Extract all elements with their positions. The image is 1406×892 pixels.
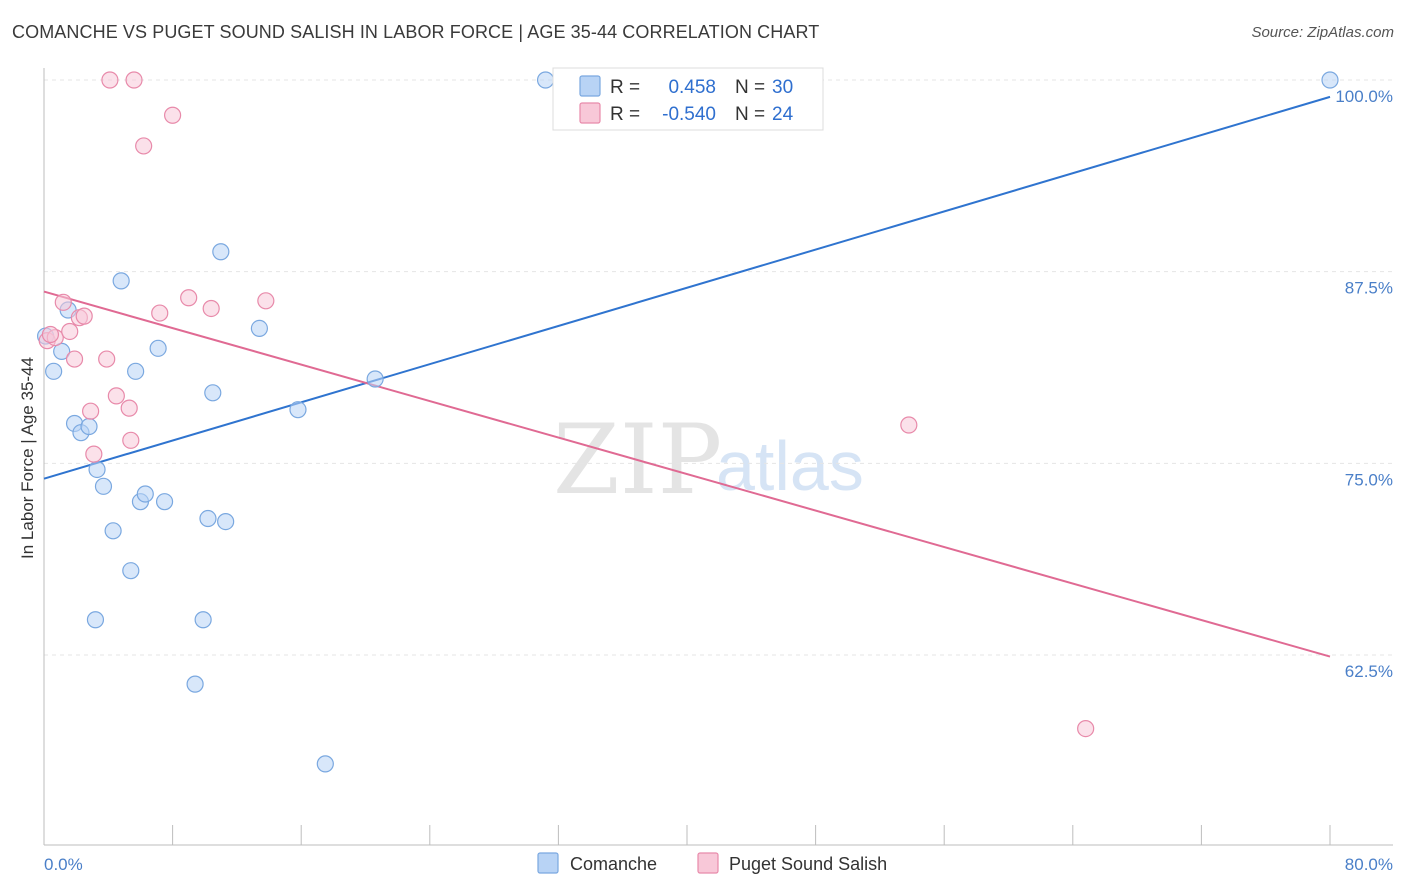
point-comanche-2	[53, 342, 71, 360]
legend-n-value-salish: 24	[772, 104, 794, 125]
point-salish-19	[202, 299, 220, 318]
watermark-atlas: atlas	[716, 427, 864, 505]
y-tick-labels: 100.0% 87.5% 75.0% 62.5%	[1335, 87, 1393, 681]
point-comanche-6	[80, 417, 98, 436]
bottom-legend-label-salish: Puget Sound Salish	[729, 854, 887, 874]
bottom-legend-swatch-salish	[697, 852, 719, 874]
point-comanche-1	[45, 362, 63, 380]
point-salish-8	[85, 445, 103, 463]
legend: R = 0.458 N = 30 R = -0.540 N = 24	[552, 67, 824, 131]
legend-r-label-salish: R =	[610, 104, 640, 125]
source-label: Source: ZipAtlas.com	[1251, 24, 1394, 41]
point-salish-2	[54, 293, 72, 311]
point-comanche-20	[199, 509, 217, 528]
grid-layer	[44, 79, 1393, 656]
point-comanche-10	[112, 272, 130, 290]
point-salish-16	[151, 304, 169, 322]
chart-title: COMANCHE VS PUGET SOUND SALISH IN LABOR …	[12, 22, 820, 42]
point-salish-13	[122, 431, 140, 449]
bottom-legend: Comanche Puget Sound Salish	[537, 852, 887, 874]
trend-layer	[43, 95, 1331, 658]
legend-swatch-comanche	[579, 75, 601, 97]
point-comanche-29	[1321, 71, 1339, 89]
point-comanche-18	[186, 675, 204, 693]
point-comanche-17	[86, 611, 105, 629]
point-comanche-21	[204, 384, 222, 402]
point-comanche-19	[194, 611, 212, 629]
y-tick-label-1: 87.5%	[1345, 279, 1393, 298]
point-comanche-15	[149, 339, 167, 357]
point-salish-4	[65, 350, 84, 368]
legend-swatch-salish	[579, 102, 601, 124]
legend-n-label-comanche: N =	[735, 77, 765, 98]
trend-line-comanche	[43, 95, 1331, 480]
point-comanche-7	[88, 460, 106, 479]
point-comanche-14	[136, 485, 154, 503]
point-comanche-16	[155, 493, 174, 511]
point-comanche-9	[104, 522, 122, 540]
point-salish-18	[180, 289, 198, 307]
point-salish-10	[101, 71, 119, 89]
point-salish-3	[61, 322, 79, 341]
point-salish-11	[107, 387, 125, 405]
legend-n-value-comanche: 30	[772, 77, 793, 98]
axis-layer	[43, 68, 1393, 846]
legend-n-label-salish: N =	[735, 104, 765, 125]
point-comanche-8	[94, 477, 113, 495]
y-axis-label: In Labor Force | Age 35-44	[18, 357, 37, 559]
y-tick-label-3: 62.5%	[1345, 662, 1393, 681]
point-salish-20	[257, 292, 275, 310]
y-tick-label-0: 100.0%	[1335, 87, 1393, 106]
bottom-legend-swatch-comanche	[537, 852, 559, 874]
point-salish-15	[135, 137, 153, 155]
point-comanche-22	[212, 243, 230, 261]
point-salish-7	[82, 402, 100, 420]
x-tick-label-max: 80.0%	[1345, 855, 1393, 874]
point-comanche-23	[217, 512, 235, 531]
point-comanche-27	[366, 370, 384, 388]
point-comanche-25	[289, 401, 307, 419]
point-comanche-12	[127, 362, 145, 380]
legend-r-value-comanche: 0.458	[668, 77, 716, 98]
point-comanche-28	[536, 71, 555, 89]
trend-line-salish	[43, 290, 1331, 658]
point-salish-14	[125, 71, 143, 89]
point-salish-22	[1077, 719, 1095, 738]
point-salish-6	[75, 307, 93, 325]
points-layer	[37, 71, 1339, 773]
bottom-legend-label-comanche: Comanche	[570, 854, 657, 874]
point-comanche-24	[250, 319, 269, 337]
point-salish-17	[164, 106, 182, 124]
y-tick-label-2: 75.0%	[1345, 470, 1393, 489]
point-salish-21	[900, 416, 918, 434]
point-salish-23	[41, 325, 60, 344]
x-tick-label-min: 0.0%	[44, 855, 83, 874]
point-salish-9	[98, 350, 116, 368]
point-comanche-11	[122, 562, 140, 580]
point-salish-12	[120, 399, 138, 417]
legend-r-label-comanche: R =	[610, 77, 640, 98]
point-comanche-26	[316, 755, 334, 773]
legend-r-value-salish: -0.540	[662, 104, 716, 125]
